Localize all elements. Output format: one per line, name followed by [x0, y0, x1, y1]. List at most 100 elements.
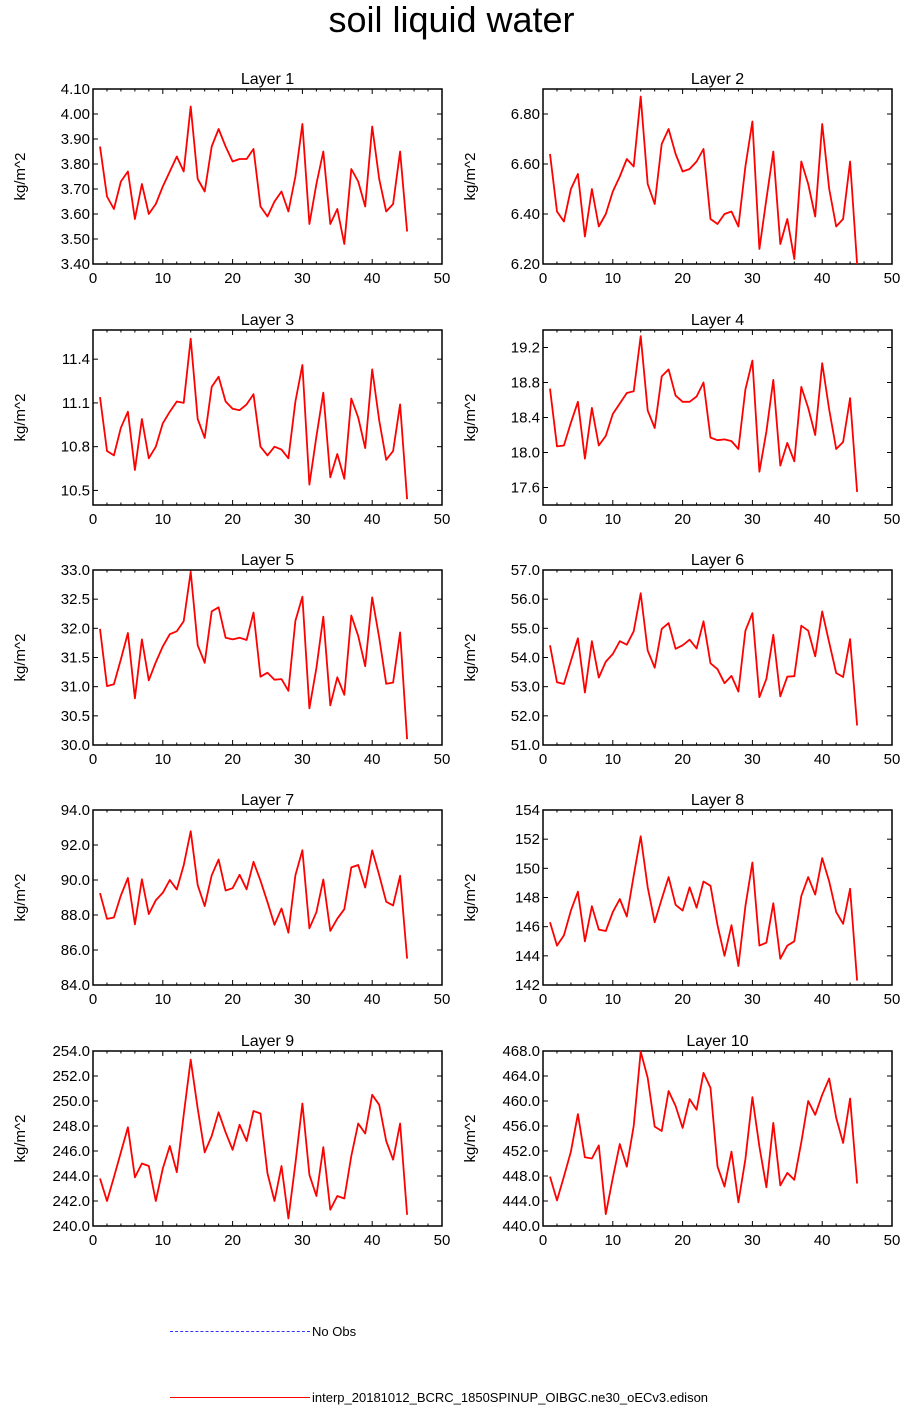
x-tick-label: 50 [884, 1232, 901, 1249]
x-tick-label: 40 [364, 270, 381, 287]
series-line-layer-8 [549, 835, 858, 981]
x-tick-label: 40 [364, 991, 381, 1008]
y-tick-label: 142 [515, 977, 540, 994]
x-tick-label: 30 [294, 511, 311, 528]
x-tick-label: 10 [154, 270, 171, 287]
y-tick-label: 246.0 [52, 1143, 90, 1160]
x-tick-label: 10 [604, 751, 621, 768]
x-tick-label: 20 [224, 270, 241, 287]
y-axis-label-layer-10: kg/m^2 [462, 1115, 479, 1163]
x-tick-label: 30 [744, 511, 761, 528]
y-tick-label: 254.0 [52, 1043, 90, 1060]
series-line-layer-10 [549, 1050, 858, 1215]
y-tick-label: 6.40 [511, 206, 540, 223]
x-tick-label: 20 [224, 511, 241, 528]
x-tick-label: 0 [539, 751, 547, 768]
x-tick-label: 10 [604, 991, 621, 1008]
x-tick-label: 30 [294, 991, 311, 1008]
y-tick-label: 33.0 [61, 562, 90, 579]
x-tick-label: 40 [814, 991, 831, 1008]
y-tick-label: 244.0 [52, 1168, 90, 1185]
x-tick-label: 30 [744, 991, 761, 1008]
y-tick-label: 248.0 [52, 1118, 90, 1135]
x-tick-label: 30 [744, 751, 761, 768]
y-tick-label: 11.1 [62, 395, 90, 412]
x-tick-label: 0 [89, 751, 97, 768]
x-tick-label: 10 [154, 511, 171, 528]
y-tick-label: 94.0 [61, 802, 90, 819]
figure-title: soil liquid water [328, 0, 575, 40]
y-tick-label: 55.0 [511, 620, 540, 637]
y-tick-label: 464.0 [502, 1068, 540, 1085]
panel-title-layer-8: Layer 8 [691, 792, 744, 809]
y-tick-label: 31.5 [61, 650, 90, 667]
x-tick-label: 40 [814, 270, 831, 287]
y-tick-label: 3.40 [61, 256, 90, 273]
y-tick-label: 452.0 [502, 1143, 540, 1160]
panel-title-layer-3: Layer 3 [241, 312, 294, 329]
y-tick-label: 6.60 [511, 156, 540, 173]
y-tick-label: 240.0 [52, 1218, 90, 1235]
x-tick-label: 20 [224, 751, 241, 768]
y-axis-label-layer-5: kg/m^2 [12, 634, 29, 682]
y-tick-label: 30.5 [61, 708, 90, 725]
y-tick-label: 4.00 [61, 106, 90, 123]
x-tick-label: 20 [224, 1232, 241, 1249]
y-tick-label: 84.0 [61, 977, 90, 994]
y-tick-label: 56.0 [511, 591, 540, 608]
x-tick-label: 20 [674, 751, 691, 768]
y-axis-label-layer-3: kg/m^2 [12, 394, 29, 442]
y-tick-label: 6.20 [511, 256, 540, 273]
y-tick-label: 18.4 [511, 410, 540, 427]
panel-title-layer-9: Layer 9 [241, 1033, 294, 1050]
x-tick-label: 20 [674, 991, 691, 1008]
y-tick-label: 148 [515, 890, 540, 907]
y-tick-label: 92.0 [61, 837, 90, 854]
panel-layer-5: Layer 5 0 10 20 30 40 50 30.0 30.5 31.0 31.5 32.0 32… [12, 552, 450, 768]
legend-label-obs: No Obs [312, 1324, 357, 1339]
y-tick-label: 51.0 [511, 737, 540, 754]
y-tick-label: 57.0 [511, 562, 540, 579]
x-tick-label: 10 [604, 1232, 621, 1249]
y-tick-label: 10.5 [61, 482, 90, 499]
legend-line-model [170, 1397, 310, 1398]
x-tick-label: 10 [154, 1232, 171, 1249]
y-tick-label: 88.0 [61, 907, 90, 924]
y-tick-label: 30.0 [61, 737, 90, 754]
y-tick-label: 19.2 [511, 340, 540, 357]
x-tick-label: 40 [814, 751, 831, 768]
y-tick-label: 440.0 [502, 1218, 540, 1235]
x-tick-label: 30 [294, 1232, 311, 1249]
series-line-layer-4 [549, 335, 858, 492]
x-tick-label: 50 [434, 270, 451, 287]
x-tick-label: 50 [884, 270, 901, 287]
panel-layer-6: Layer 6 0 10 20 30 40 50 51.0 52.0 53.0 54.0 55.0 56… [462, 552, 900, 768]
x-tick-label: 50 [434, 511, 451, 528]
panel-layer-7: Layer 7 0 10 20 30 40 50 84.0 86.0 88.0 90.0 92.0 94… [12, 792, 450, 1008]
y-tick-label: 242.0 [52, 1193, 90, 1210]
legend-line-obs [170, 1331, 310, 1332]
plot-frame-layer-7 [92, 809, 443, 986]
y-tick-label: 460.0 [502, 1093, 540, 1110]
x-tick-label: 50 [884, 511, 901, 528]
panel-title-layer-4: Layer 4 [691, 312, 744, 329]
x-tick-label: 30 [294, 270, 311, 287]
series-line-layer-6 [549, 592, 858, 726]
y-tick-label: 4.10 [61, 81, 90, 98]
y-tick-label: 17.6 [511, 480, 540, 497]
y-tick-label: 32.5 [61, 591, 90, 608]
y-tick-label: 3.60 [61, 206, 90, 223]
x-tick-label: 40 [814, 511, 831, 528]
panel-layer-9: Layer 9 0 10 20 30 40 50 240.0 242.0 244.0 246.0 24… [12, 1033, 450, 1249]
y-tick-label: 32.0 [61, 620, 90, 637]
y-tick-label: 53.0 [511, 679, 540, 696]
x-tick-label: 50 [884, 751, 901, 768]
series-line-layer-5 [99, 570, 408, 740]
x-tick-label: 20 [674, 270, 691, 287]
y-tick-label: 3.70 [61, 181, 90, 198]
panel-title-layer-5: Layer 5 [241, 552, 294, 569]
y-tick-label: 250.0 [52, 1093, 90, 1110]
y-axis-label-layer-1: kg/m^2 [12, 153, 29, 201]
plot-frame-layer-1 [92, 88, 443, 265]
